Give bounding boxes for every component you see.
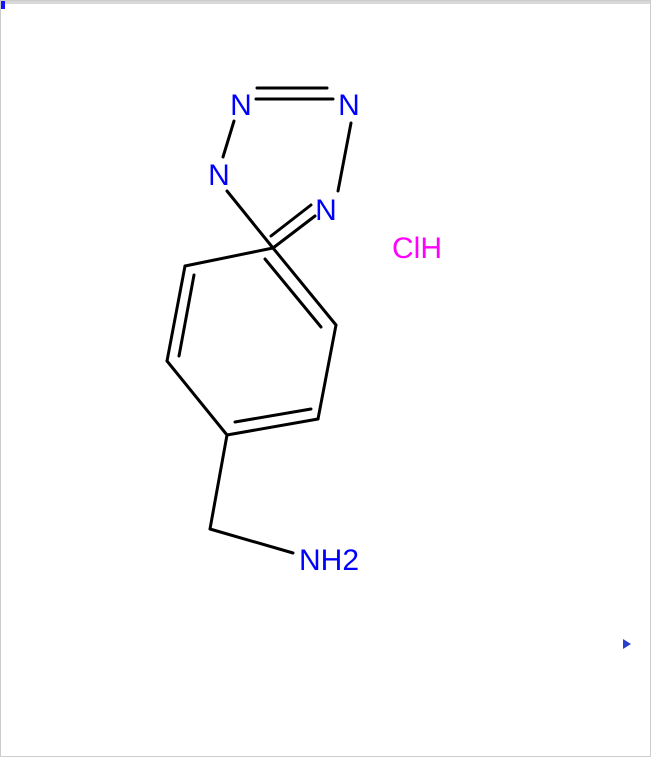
bond-ph_bottom_left [167, 361, 227, 435]
bond-ph_top_left [185, 248, 273, 266]
bond-bridge_tz_ph [273, 216, 315, 248]
bond-top_ring_right [338, 123, 351, 191]
atom-NH2: NH2 [299, 544, 359, 578]
diagram-canvas: N N N N NH2 ClH [0, 0, 651, 757]
atom-N_top_left: N [230, 89, 252, 123]
bond-bridge_tz_ph_dbl [271, 205, 311, 236]
bond-ph_right [318, 325, 336, 419]
atom-N_left: N [208, 159, 230, 193]
bond-ph_left [167, 266, 185, 361]
bond-ph_top_right_dbl [265, 259, 321, 327]
play-icon[interactable] [623, 639, 631, 649]
bond-ph_top_right [273, 248, 336, 325]
bond-ph_bottom_right_dbl [235, 409, 311, 422]
atom-N_top_right: N [338, 89, 360, 123]
bond-N_left_to_C [227, 191, 273, 248]
atom-N_right: N [315, 194, 337, 228]
bond-ch2_to_NH2 [210, 529, 293, 553]
bond-NN_left [223, 121, 234, 157]
atom-ClH: ClH [392, 232, 442, 266]
bond-ch2_branch [210, 435, 227, 529]
bond-layer [1, 1, 651, 758]
